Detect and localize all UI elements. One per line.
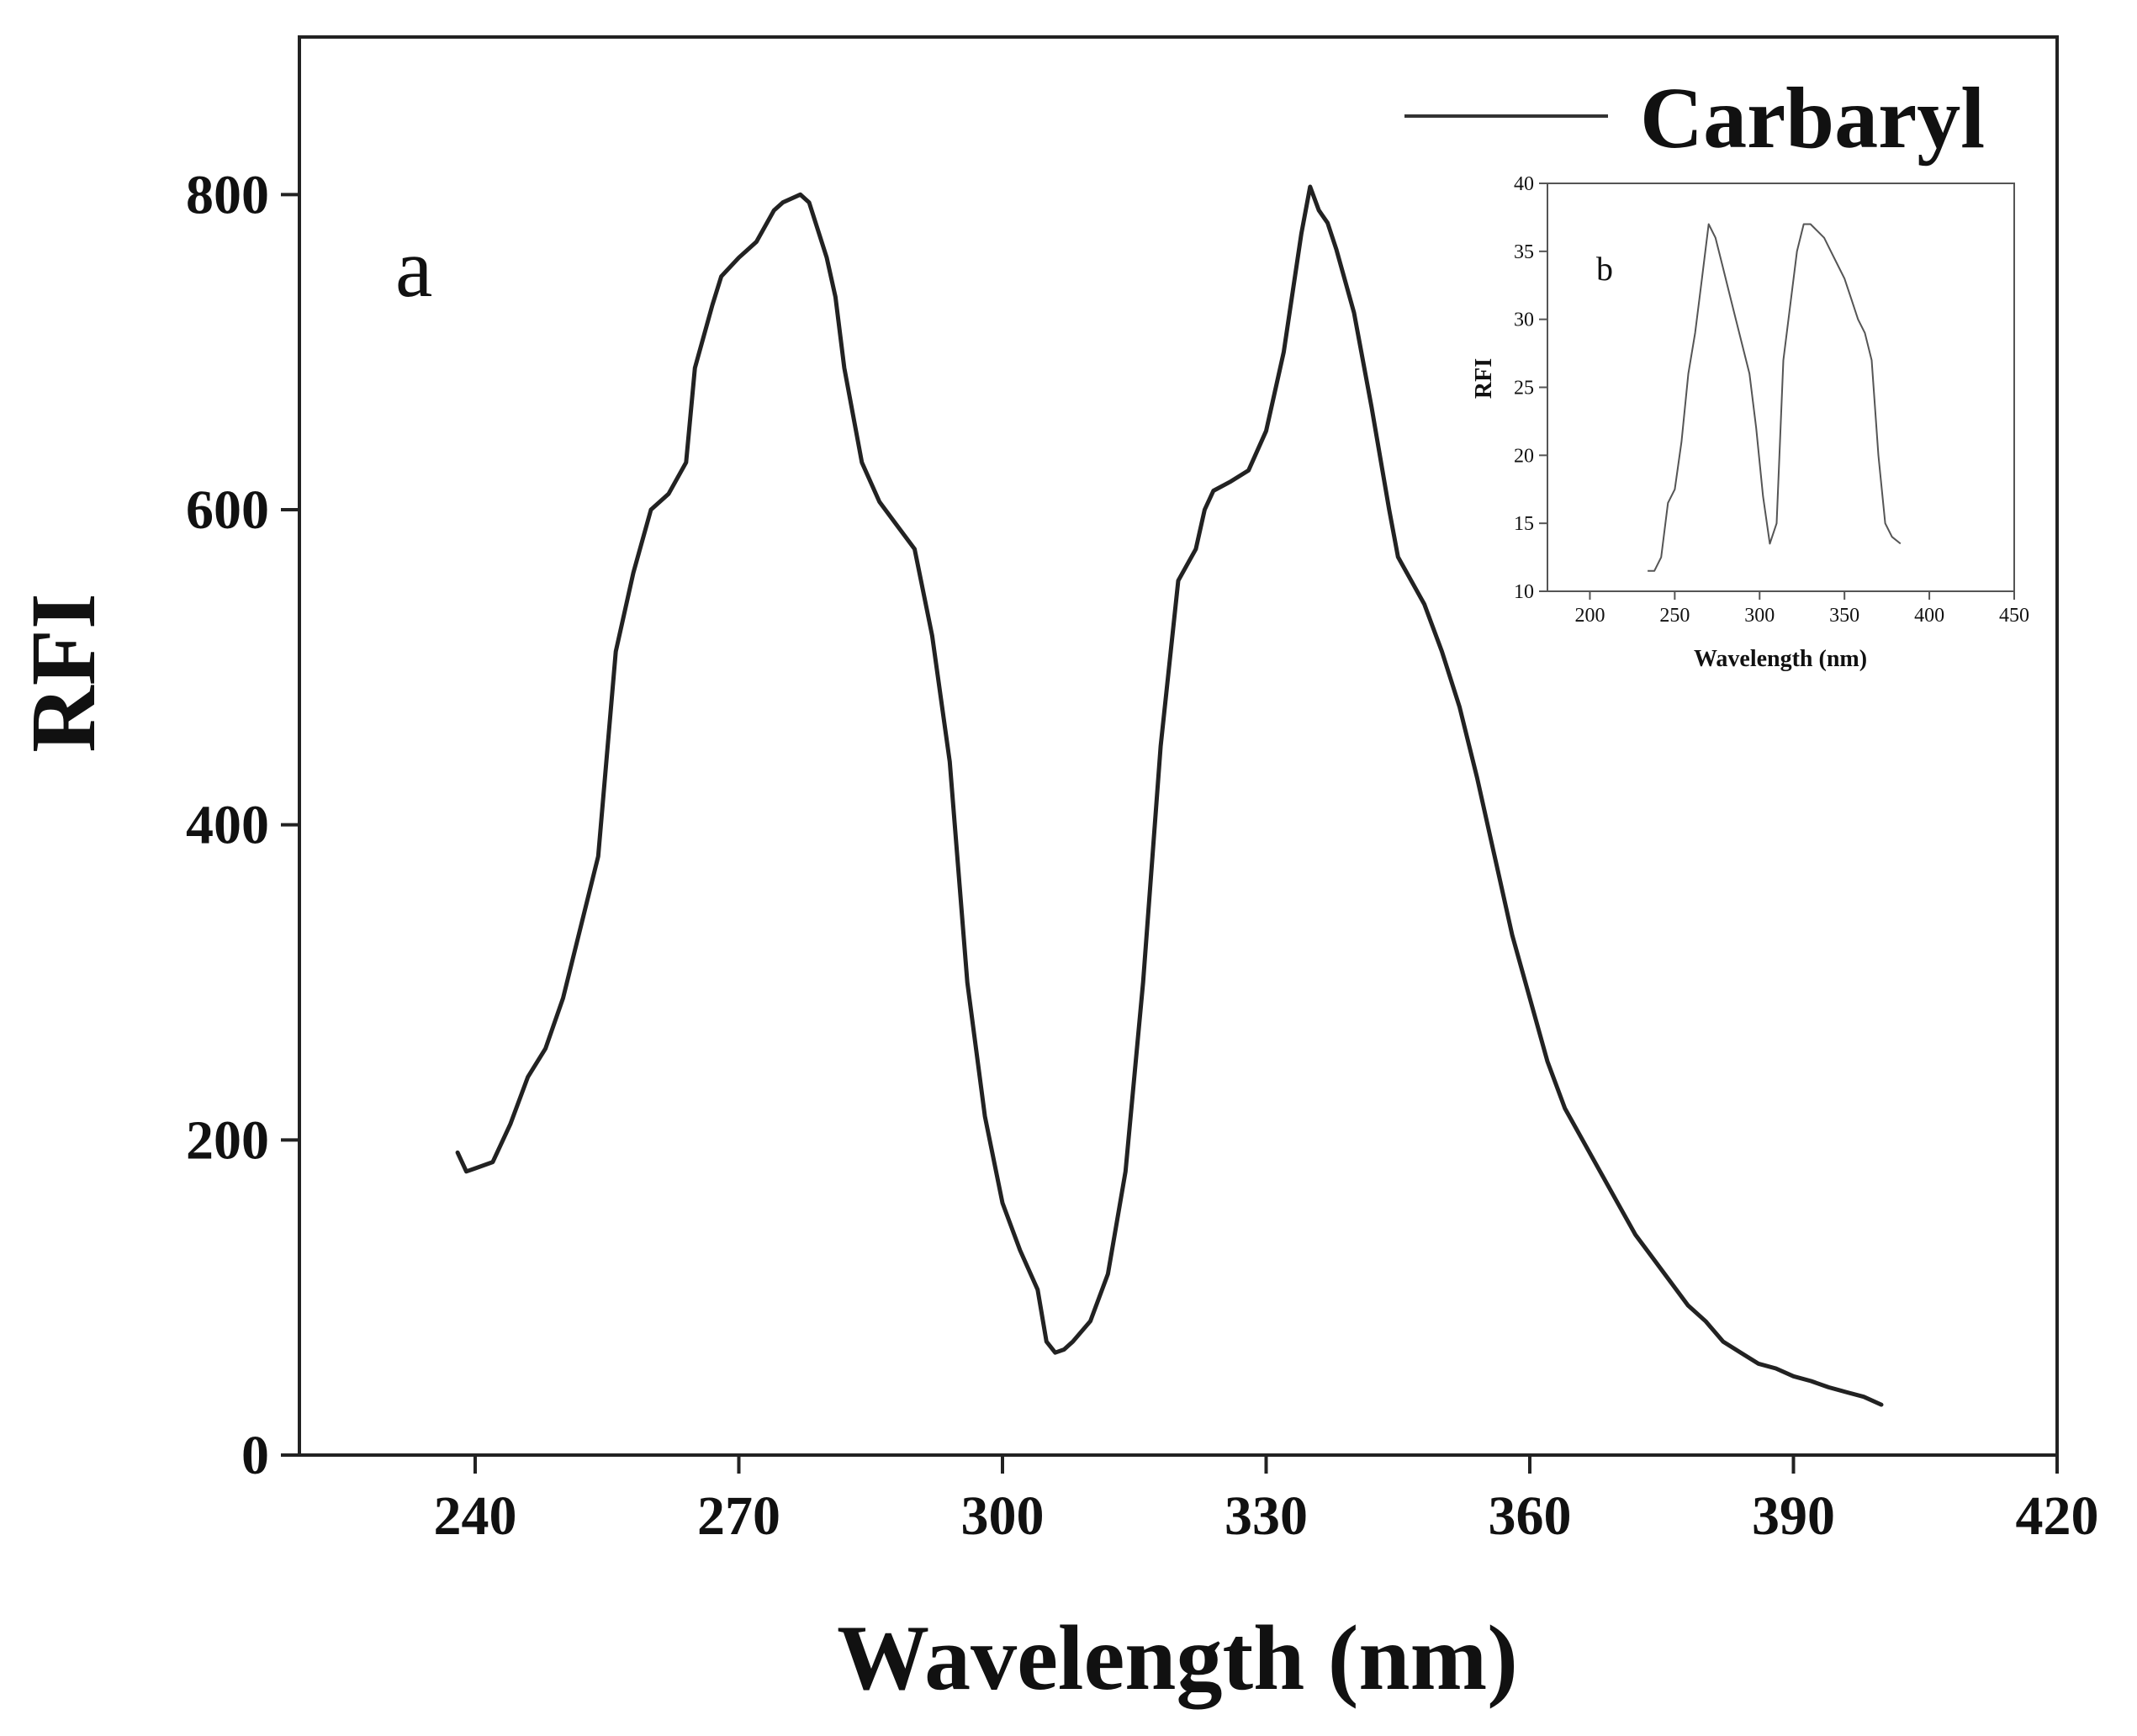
main-x-tick-label: 390 xyxy=(1752,1485,1835,1547)
inset-y-tick-label: 40 xyxy=(1514,173,1534,195)
main-x-ticks: 240 270 300 330 360 390 420 xyxy=(434,1455,2099,1547)
inset-series-line xyxy=(1648,223,1902,572)
inset-x-tick-label: 200 xyxy=(1574,605,1605,627)
main-x-tick-label: 240 xyxy=(434,1485,517,1547)
main-y-ticks: 0 200 400 600 800 xyxy=(186,164,299,1486)
main-y-tick-label: 600 xyxy=(186,479,269,541)
main-x-axis-title: Wavelength (nm) xyxy=(837,1606,1518,1709)
main-panel-label: a xyxy=(395,221,432,315)
inset-x-ticks: 200 250 300 350 400 450 xyxy=(1574,591,2029,627)
legend-label: Carbaryl xyxy=(1640,70,1985,167)
inset-y-tick-label: 15 xyxy=(1514,513,1534,535)
main-x-tick-label: 270 xyxy=(697,1485,780,1547)
inset-panel-label: b xyxy=(1596,250,1613,288)
inset-y-tick-label: 20 xyxy=(1514,445,1534,467)
inset-x-tick-label: 300 xyxy=(1744,605,1775,627)
inset-y-ticks: 10 15 20 25 30 35 40 xyxy=(1514,173,1547,603)
inset-y-tick-label: 10 xyxy=(1514,581,1534,603)
main-legend: Carbaryl xyxy=(1404,70,1985,167)
main-x-tick-label: 360 xyxy=(1489,1485,1572,1547)
main-x-tick-label: 420 xyxy=(2016,1485,2099,1547)
inset-y-tick-label: 35 xyxy=(1514,241,1534,263)
inset-y-tick-label: 30 xyxy=(1514,310,1534,331)
inset-x-tick-label: 250 xyxy=(1659,605,1690,627)
inset-y-axis-title: RFI xyxy=(1471,358,1497,399)
inset-x-tick-label: 450 xyxy=(1999,605,2029,627)
main-plot-frame xyxy=(298,35,2059,1457)
main-series-line xyxy=(455,184,1884,1407)
main-y-tick-label: 400 xyxy=(186,795,269,856)
main-y-tick-label: 0 xyxy=(241,1425,269,1486)
main-y-tick-label: 200 xyxy=(186,1109,269,1171)
inset-chart: 10 15 20 25 30 35 40 200 250 300 350 400 450 b Wave… xyxy=(1471,173,2029,672)
main-x-tick-label: 300 xyxy=(961,1485,1045,1547)
main-y-tick-label: 800 xyxy=(186,164,269,225)
main-y-axis-title: RFI xyxy=(12,593,114,752)
main-chart: 0 200 400 600 800 240 270 300 330 360 390 420 a Ca… xyxy=(12,35,2099,1709)
inset-x-tick-label: 350 xyxy=(1829,605,1859,627)
inset-x-axis-title: Wavelength (nm) xyxy=(1694,646,1867,672)
inset-y-tick-label: 25 xyxy=(1514,378,1534,400)
main-x-tick-label: 330 xyxy=(1225,1485,1308,1547)
inset-x-tick-label: 400 xyxy=(1914,605,1944,627)
